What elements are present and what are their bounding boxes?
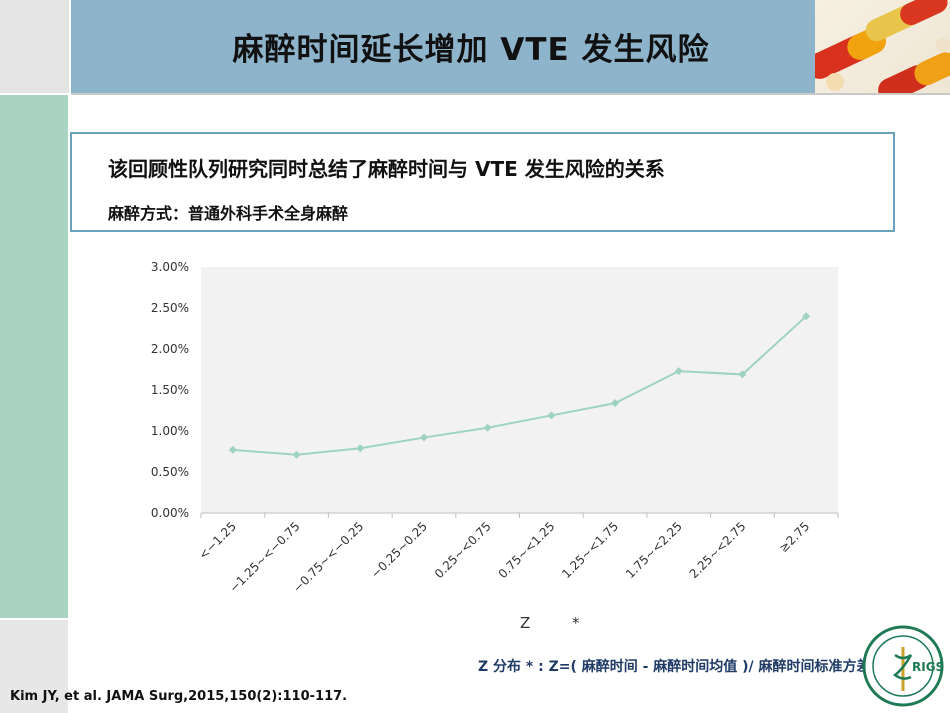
z-formula: Z 分布 * : Z=( 麻醉时间 - 麻醉时间均值 )/ 麻醉时间标准方差	[478, 659, 871, 675]
left-strip-top	[0, 0, 70, 93]
data-point	[674, 367, 683, 376]
data-point	[228, 445, 237, 454]
header-banner: 麻醉时间延长增加 VTE 发生风险	[71, 0, 815, 93]
citation: Kim JY, et al. JAMA Surg,2015,150(2):110…	[10, 689, 348, 704]
logo-text: RIGS	[912, 660, 944, 674]
y-tick-label: 0.50%	[151, 465, 189, 479]
x-tick-label: −0.25~0.25	[368, 519, 430, 581]
data-point	[738, 370, 747, 379]
y-tick-label: 2.50%	[151, 301, 189, 315]
y-tick-label: 2.00%	[151, 342, 189, 356]
x-tick-label: 0.75~<1.25	[496, 519, 558, 581]
x-tick-label: 2.25~<2.75	[687, 519, 749, 581]
x-tick-label: 1.75~<2.25	[623, 519, 685, 581]
data-point	[356, 444, 365, 453]
pills-image-icon	[815, 0, 950, 93]
x-tick-label: −0.75~<−0.25	[290, 519, 366, 595]
data-point	[419, 433, 428, 442]
x-tick-label: <−1.25	[196, 519, 239, 562]
y-tick-label: 1.00%	[151, 424, 189, 438]
header-rule	[71, 93, 950, 95]
left-accent-strip	[0, 95, 68, 618]
x-tick-label: ≥2.75	[776, 519, 812, 555]
x-tick-label: 0.25~<0.75	[432, 519, 494, 581]
left-strip-bottom	[0, 620, 68, 713]
x-tick-label: 1.25~<1.75	[559, 519, 621, 581]
plot-area	[201, 267, 838, 513]
slide-title: 麻醉时间延长增加 VTE 发生风险	[232, 32, 710, 68]
x-axis-star: *	[572, 614, 580, 632]
pills-photo	[815, 0, 950, 93]
x-axis-label: Z	[520, 614, 531, 632]
vertical-divider	[69, 0, 71, 713]
data-point	[292, 450, 301, 459]
institute-logo-icon: RIGS	[862, 625, 944, 707]
vte-risk-line-chart: 0.00% 0.50% 1.00% 1.50% 2.00% 2.50% 3.00% <−1.…	[151, 260, 839, 595]
data-point	[547, 411, 556, 420]
anesthesia-method: 麻醉方式：普通外科手术全身麻醉	[108, 204, 349, 223]
data-point	[802, 312, 811, 321]
y-tick-label: 3.00%	[151, 260, 189, 274]
data-point	[483, 423, 492, 432]
info-box: 该回顾性队列研究同时总结了麻醉时间与 VTE 发生风险的关系 麻醉方式：普通外科…	[70, 132, 895, 232]
y-tick-label: 1.50%	[151, 383, 189, 397]
data-point	[611, 399, 620, 408]
info-statement: 该回顾性队列研究同时总结了麻醉时间与 VTE 发生风险的关系	[108, 157, 665, 181]
y-tick-label: 0.00%	[151, 506, 189, 520]
series-line	[232, 315, 807, 456]
